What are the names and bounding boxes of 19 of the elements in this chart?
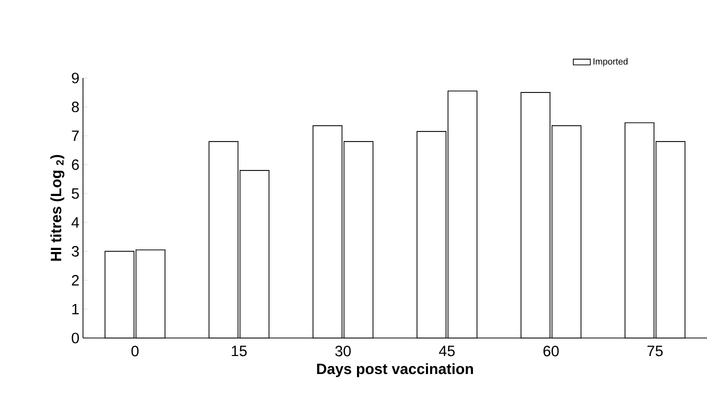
x-tick-label: 45	[439, 346, 455, 356]
y-axis-title: HI titres (Log $_{2}$)	[50, 154, 64, 261]
y-tick-label: 6	[72, 159, 79, 170]
y-tick-label: 0	[72, 332, 79, 344]
legend-label: Imported	[594, 58, 628, 66]
x-tick-label: 15	[232, 346, 247, 356]
y-tick-label: 9	[72, 72, 79, 84]
x-tick-label: 0	[131, 346, 139, 356]
y-tick-label: 4	[72, 217, 80, 228]
y-tick-label: 3	[72, 246, 79, 257]
y-tick-label: 7	[72, 130, 79, 141]
y-tick-label: 2	[72, 275, 79, 286]
x-tick-label: 30	[335, 346, 351, 356]
x-tick-label: 60	[543, 346, 559, 356]
x-axis-title: Days post vaccination	[317, 363, 473, 378]
y-tick-label: 5	[72, 188, 79, 199]
y-tick-label: 1	[72, 304, 79, 314]
x-tick-label: 75	[647, 346, 663, 356]
y-tick-label: 8	[72, 102, 79, 112]
